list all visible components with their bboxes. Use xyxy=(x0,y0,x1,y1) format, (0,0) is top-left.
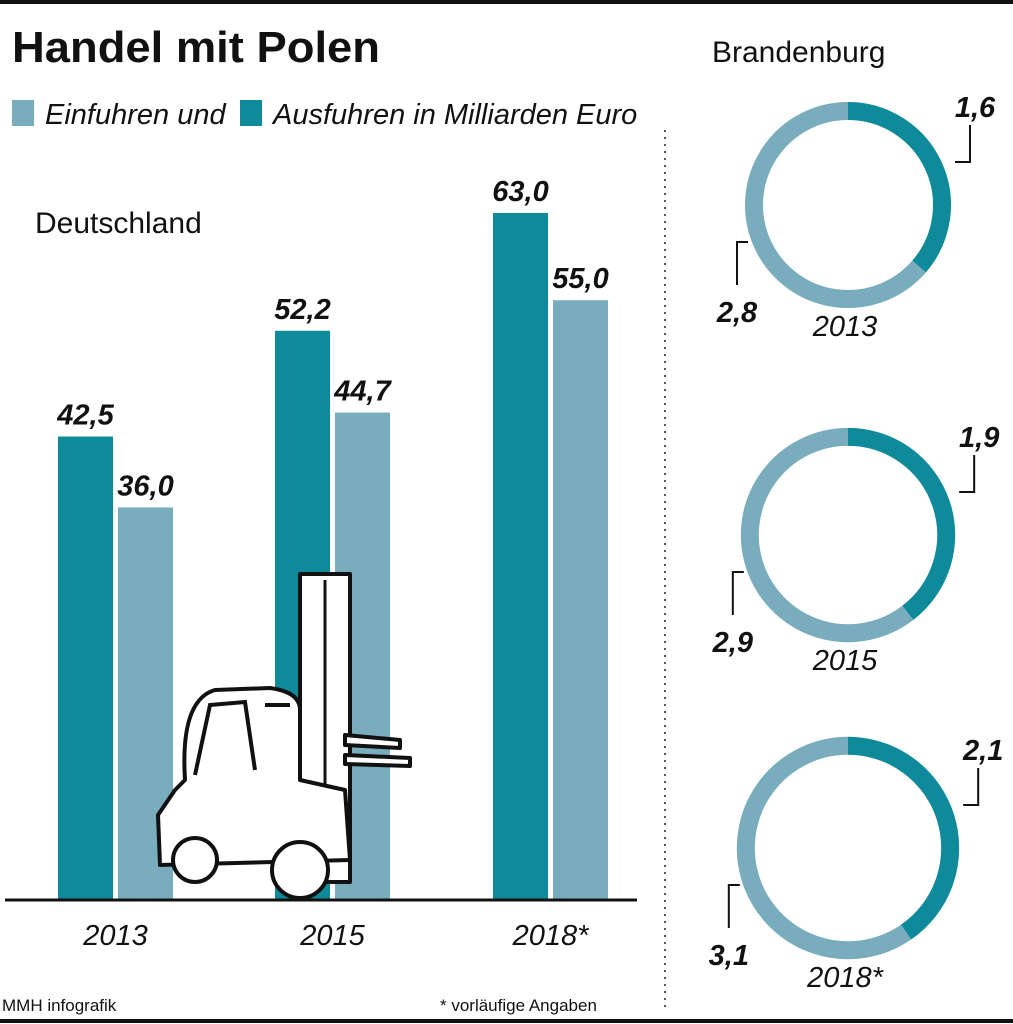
leader xyxy=(963,768,980,806)
donut-chart-title: Brandenburg xyxy=(712,36,885,69)
legend-swatch xyxy=(12,100,34,126)
donut-segment xyxy=(745,102,926,308)
value-label: 36,0 xyxy=(117,470,173,502)
value-label: 2,8 xyxy=(716,297,758,329)
category-label: 2018* xyxy=(806,962,885,994)
wheel xyxy=(270,840,330,900)
leader xyxy=(955,125,971,163)
leader xyxy=(731,571,744,615)
value-label: 3,1 xyxy=(709,940,749,972)
value-label: 2,1 xyxy=(962,735,1003,767)
donut-segment xyxy=(847,427,956,621)
donut-segment xyxy=(740,427,914,643)
cab-frame xyxy=(193,699,290,776)
legend-label: Ausfuhren in Milliarden Euro xyxy=(271,99,637,131)
bar-chart-title: Deutschland xyxy=(35,207,202,240)
legend-swatch xyxy=(240,100,262,126)
value-label: 55,0 xyxy=(552,263,608,295)
x-tick-label: 2015 xyxy=(299,920,365,952)
legend-label: Einfuhren und xyxy=(45,99,226,131)
value-label: 52,2 xyxy=(274,294,330,326)
bar xyxy=(553,300,608,900)
footnote: * vorläufige Angaben xyxy=(440,996,597,1015)
leader xyxy=(959,455,976,493)
donut-segment xyxy=(847,736,960,940)
forklift xyxy=(156,572,412,900)
source: MMH infografik xyxy=(2,996,117,1015)
forks xyxy=(343,733,412,768)
donut-segment xyxy=(847,102,951,273)
value-label: 44,7 xyxy=(333,376,392,408)
x-tick-label: 2018* xyxy=(512,920,591,952)
value-label: 1,9 xyxy=(959,422,999,454)
value-label: 63,0 xyxy=(492,176,548,208)
value-label: 1,6 xyxy=(955,92,996,124)
leader xyxy=(727,884,740,928)
x-tick-label: 2013 xyxy=(82,920,148,952)
leader xyxy=(736,241,748,285)
bar xyxy=(493,213,548,900)
category-label: 2013 xyxy=(812,311,878,343)
donut-segment xyxy=(736,736,912,960)
category-label: 2015 xyxy=(812,645,878,677)
value-label: 42,5 xyxy=(56,400,114,432)
wheel xyxy=(171,836,219,884)
bar xyxy=(58,436,113,900)
page-title: Handel mit Polen xyxy=(12,23,380,72)
value-label: 2,9 xyxy=(712,627,753,659)
